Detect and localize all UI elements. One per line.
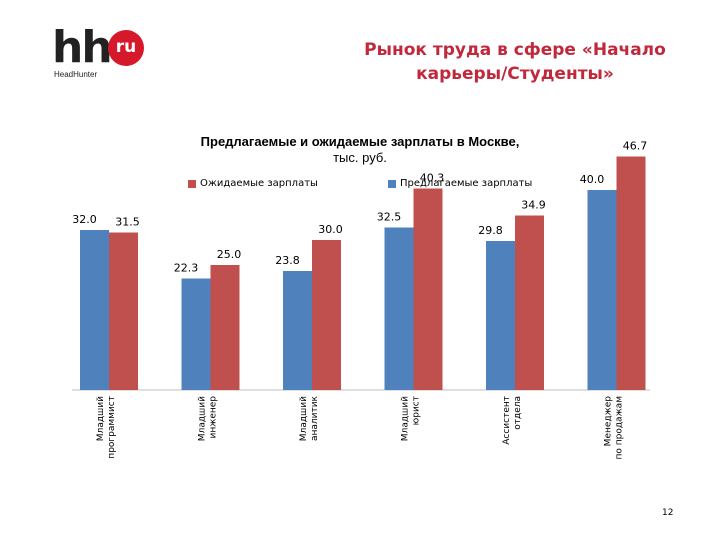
data-label-expected-0: 31.5 (115, 216, 140, 229)
category-label-line: Ассистент (502, 396, 512, 445)
data-label-expected-3: 40.3 (420, 172, 445, 185)
bar-offered-1 (181, 278, 211, 390)
category-label-line: Младший (299, 396, 309, 441)
data-label-expected-1: 25.0 (217, 248, 242, 261)
category-label-line: Младший (401, 396, 411, 441)
category-label-line: Менеджер (604, 396, 614, 447)
bar-expected-0 (109, 232, 138, 390)
category-label-line: программист (107, 396, 117, 459)
category-label-2: Младший аналитик (299, 395, 320, 441)
data-label-expected-2: 30.0 (318, 223, 343, 236)
category-label-1: Младший инженер (198, 396, 219, 441)
legend-label-offered: Предлагаемые зарплаты (400, 178, 533, 189)
chart-title: Предлагаемые и ожидаемые зарплаты в Моск… (150, 134, 570, 166)
bar-expected-5 (616, 156, 646, 390)
chart-title-sub: тыс. руб. (333, 150, 387, 165)
bar-offered-0 (80, 230, 109, 390)
data-label-offered-0: 32.0 (72, 213, 97, 226)
data-label-offered-4: 29.8 (478, 224, 503, 237)
slide-title: Рынок труда в сфере «Начало карьеры/Студ… (364, 40, 666, 84)
legend-swatch-expected (188, 179, 196, 188)
bar-expected-1 (210, 265, 240, 390)
page-number: 12 (662, 508, 674, 518)
category-label-line: по продажам (615, 396, 625, 460)
logo-letters: hh (52, 22, 113, 73)
legend-swatch-offered (388, 179, 396, 188)
category-label-5: Менеджер по продажам (604, 396, 625, 460)
category-label-line: инженер (209, 396, 219, 439)
data-label-offered-5: 40.0 (580, 173, 605, 186)
category-label-4: Ассистент отдела (502, 396, 523, 445)
category-label-line: аналитик (310, 395, 320, 441)
bar-expected-2 (312, 240, 341, 390)
data-label-offered-3: 32.5 (377, 211, 402, 224)
bar-expected-3 (413, 188, 443, 390)
logo-subtitle: HeadHunter (54, 70, 98, 79)
data-label-offered-2: 23.8 (275, 254, 300, 267)
bar-offered-4 (486, 241, 515, 390)
category-label-line: Младший (198, 396, 208, 441)
chart-title-main: Предлагаемые и ожидаемые зарплаты в Моск… (200, 134, 520, 149)
category-label-line: юрист (412, 396, 422, 425)
category-label-3: Младший юрист (401, 396, 422, 441)
legend-label-expected: Ожидаемые зарплаты (200, 178, 318, 189)
legend-item-expected: Ожидаемые зарплаты (188, 178, 318, 189)
bar-offered-2 (283, 271, 312, 390)
category-label-line: Младший (96, 396, 106, 441)
logo-badge: ru (108, 30, 144, 66)
data-label-expected-5: 46.7 (623, 140, 648, 153)
headhunter-logo: hh ru HeadHunter (52, 22, 152, 84)
data-label-expected-4: 34.9 (521, 199, 546, 212)
bar-offered-5 (587, 190, 617, 390)
category-label-line: отдела (513, 396, 523, 430)
legend-item-offered: Предлагаемые зарплаты (388, 178, 532, 189)
category-label-0: Младший программист (96, 396, 117, 459)
bar-expected-4 (515, 215, 544, 390)
data-label-offered-1: 22.3 (174, 262, 199, 275)
bar-offered-3 (384, 227, 414, 390)
